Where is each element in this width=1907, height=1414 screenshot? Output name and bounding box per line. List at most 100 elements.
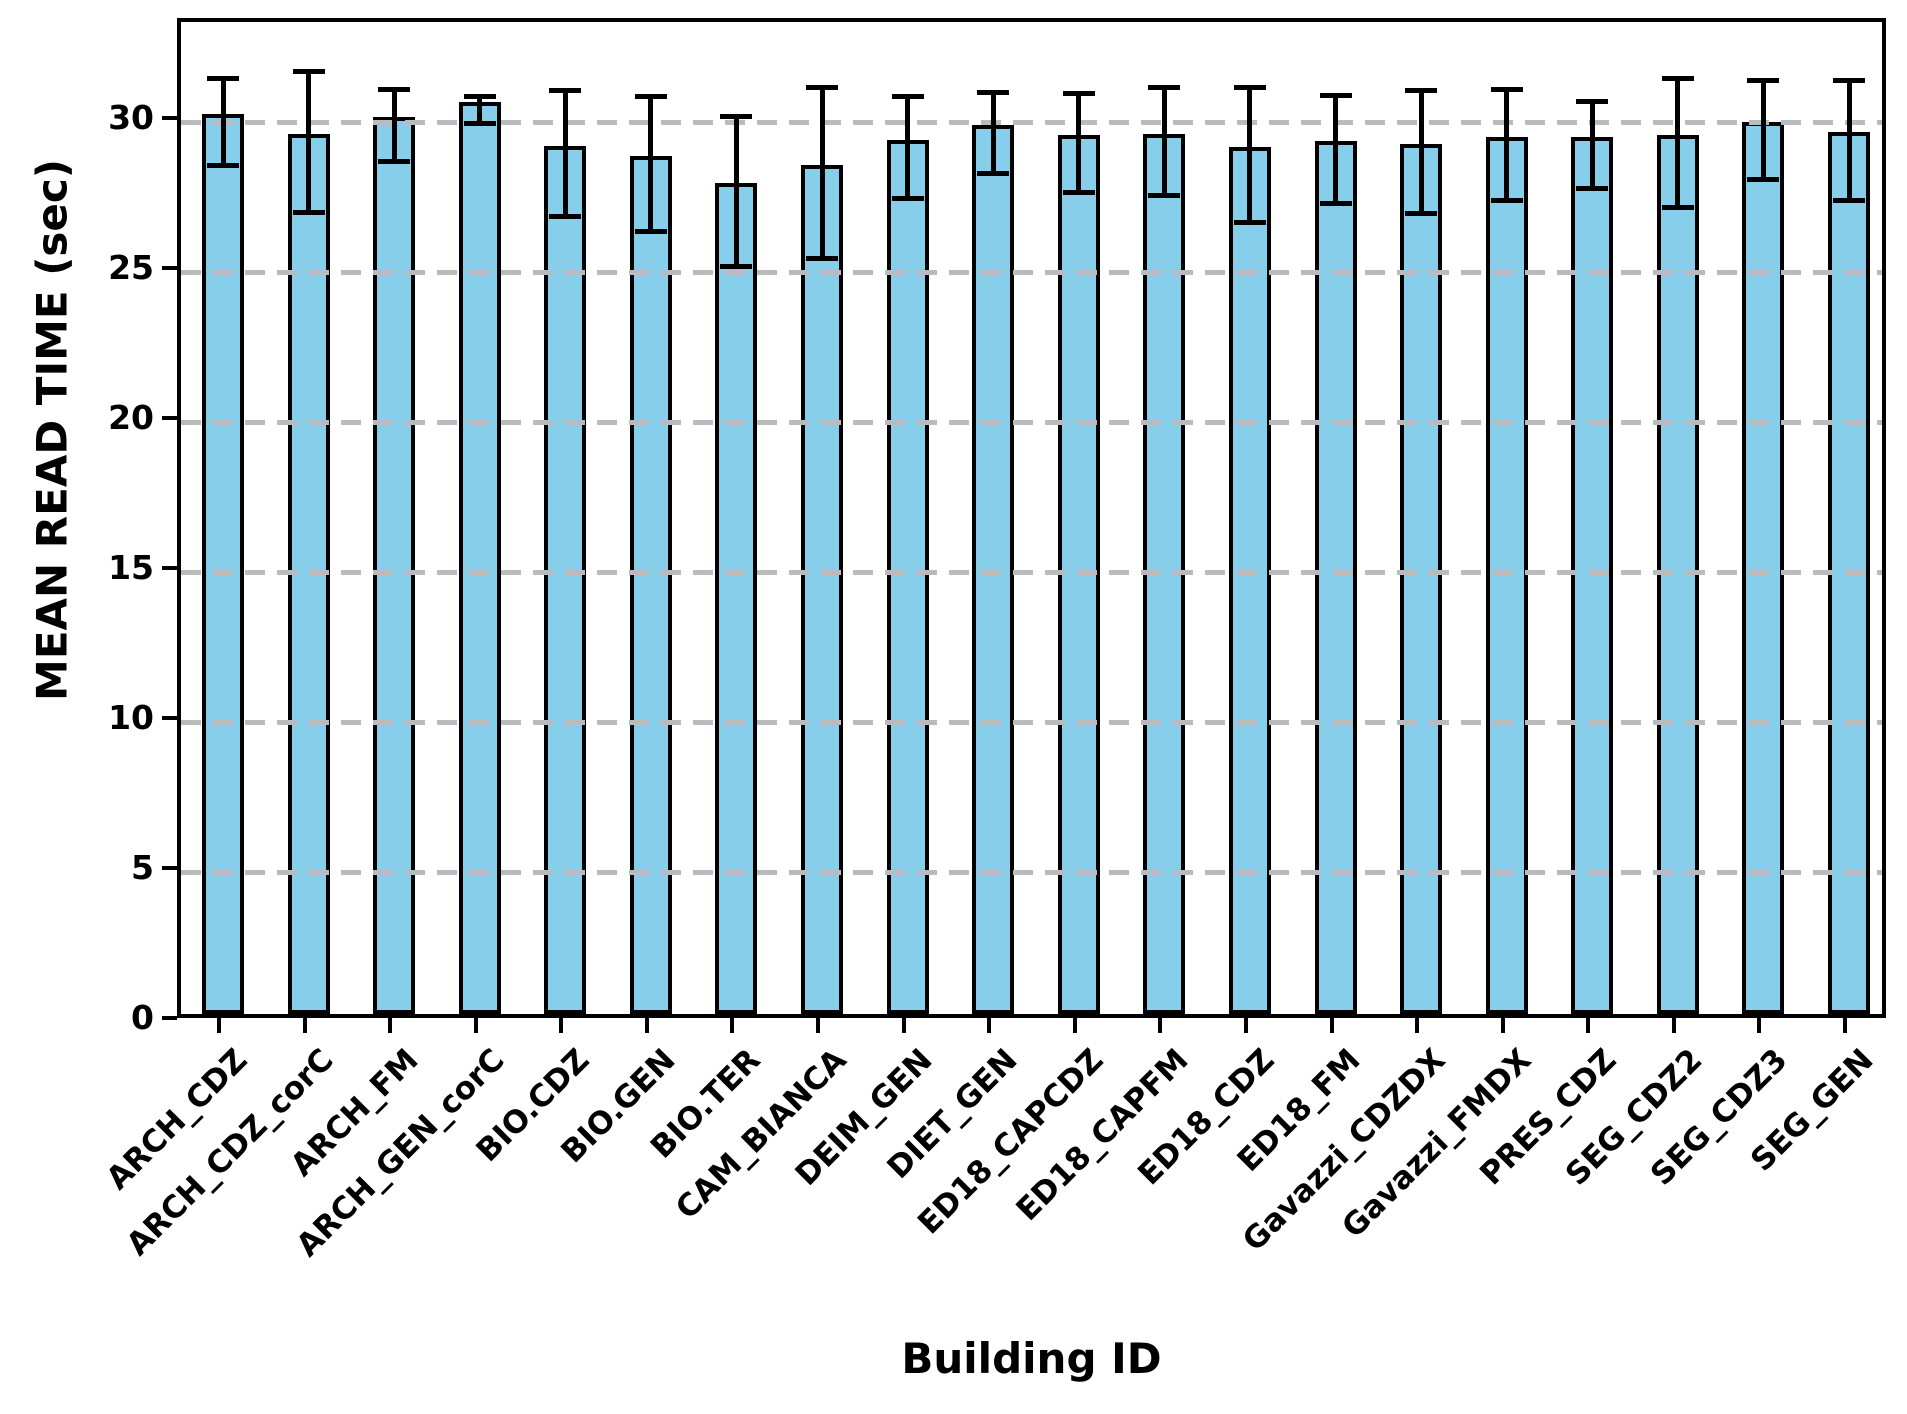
bar-ED18_FM: [1314, 141, 1357, 1014]
error-bar-ED18_FM: [1333, 95, 1339, 204]
x-tick-ARCH_GEN_corC: [473, 1018, 478, 1033]
error-cap-bottom-CAM_BIANCA: [806, 256, 839, 262]
x-axis-label: Building ID: [901, 1334, 1162, 1383]
x-tick-ARCH_CDZ_corC: [302, 1018, 307, 1033]
y-tick-25: [162, 266, 177, 271]
bar-ARCH_CDZ: [202, 114, 244, 1014]
gridline-y5: [181, 869, 1882, 875]
x-tick-SEG_CDZ2: [1671, 1018, 1676, 1033]
error-cap-top-BIO.TER: [720, 113, 753, 119]
error-cap-top-BIO.GEN: [634, 94, 667, 100]
error-cap-bottom-BIO.GEN: [634, 229, 667, 235]
error-cap-top-ED18_CDZ: [1233, 85, 1266, 91]
error-cap-top-ED18_CAPFM: [1148, 85, 1181, 91]
gridline-y25: [181, 269, 1882, 275]
error-bar-ED18_CAPCDZ: [1076, 93, 1082, 193]
error-cap-top-ARCH_CDZ: [207, 76, 239, 82]
error-cap-top-ED18_CAPCDZ: [1062, 91, 1095, 97]
bar-ARCH_GEN_corC: [458, 102, 501, 1014]
error-cap-bottom-ED18_CAPFM: [1148, 193, 1181, 199]
x-tick-PRES_CDZ: [1586, 1018, 1591, 1033]
y-tick-5: [162, 866, 177, 871]
error-cap-bottom-PRES_CDZ: [1576, 185, 1609, 191]
error-bar-CAM_BIANCA: [819, 87, 825, 259]
x-tick-BIO.CDZ: [559, 1018, 564, 1033]
x-tick-DEIM_GEN: [901, 1018, 906, 1033]
error-cap-bottom-ARCH_CDZ_corC: [292, 209, 325, 215]
error-cap-bottom-ARCH_FM: [378, 158, 411, 164]
x-tick-SEG_CDZ3: [1757, 1018, 1762, 1033]
y-tick-label-5: 5: [131, 848, 154, 888]
bar-PRES_CDZ: [1571, 136, 1614, 1014]
x-tick-ED18_CAPFM: [1158, 1018, 1163, 1033]
x-tick-DIET_GEN: [987, 1018, 992, 1033]
y-tick-label-30: 30: [108, 98, 154, 138]
error-cap-top-Gavazzi_CDZDX: [1405, 88, 1438, 94]
plot-area: [177, 18, 1886, 1018]
y-tick-label-15: 15: [108, 548, 154, 588]
error-bar-BIO.CDZ: [562, 90, 568, 217]
y-tick-30: [162, 116, 177, 121]
x-tick-CAM_BIANCA: [816, 1018, 821, 1033]
gridline-y30: [181, 119, 1882, 125]
error-bar-DEIM_GEN: [905, 96, 911, 199]
error-cap-top-ARCH_FM: [378, 86, 411, 92]
error-cap-top-DEIM_GEN: [891, 94, 924, 100]
bar-Gavazzi_CDZDX: [1400, 144, 1443, 1014]
bar-BIO.GEN: [629, 156, 672, 1014]
gridline-y10: [181, 719, 1882, 725]
y-tick-label-25: 25: [108, 248, 154, 288]
bar-SEG_CDZ2: [1656, 135, 1699, 1014]
error-cap-top-ARCH_CDZ_corC: [292, 68, 325, 74]
bar-DEIM_GEN: [886, 139, 929, 1014]
error-bar-BIO.TER: [733, 116, 739, 267]
error-cap-bottom-BIO.CDZ: [549, 214, 582, 220]
error-cap-bottom-ARCH_CDZ: [207, 163, 239, 169]
x-tick-BIO.GEN: [644, 1018, 649, 1033]
gridline-y20: [181, 419, 1882, 425]
error-bar-ED18_CDZ: [1247, 87, 1253, 223]
bar-ARCH_FM: [373, 117, 416, 1014]
error-cap-bottom-BIO.TER: [720, 263, 753, 269]
error-bar-ARCH_CDZ: [220, 78, 226, 166]
error-cap-bottom-ED18_CAPCDZ: [1062, 190, 1095, 196]
error-cap-top-ARCH_GEN_corC: [463, 94, 496, 100]
error-bar-SEG_CDZ3: [1760, 80, 1766, 180]
error-cap-top-Gavazzi_FMDX: [1490, 86, 1523, 92]
error-bar-SEG_CDZ2: [1675, 78, 1681, 208]
x-tick-ED18_CAPCDZ: [1072, 1018, 1077, 1033]
error-cap-bottom-SEG_GEN: [1833, 197, 1866, 203]
error-bar-Gavazzi_CDZDX: [1418, 90, 1424, 214]
error-cap-bottom-ED18_CDZ: [1233, 220, 1266, 226]
bar-Gavazzi_FMDX: [1485, 136, 1528, 1014]
error-cap-top-SEG_GEN: [1833, 77, 1866, 83]
bar-ED18_CDZ: [1228, 147, 1271, 1014]
error-cap-bottom-ARCH_GEN_corC: [463, 121, 496, 127]
error-cap-bottom-SEG_CDZ3: [1747, 176, 1780, 182]
x-tick-Gavazzi_CDZDX: [1415, 1018, 1420, 1033]
y-tick-20: [162, 416, 177, 421]
error-bar-ARCH_FM: [391, 89, 397, 162]
y-tick-label-10: 10: [108, 698, 154, 738]
bar-ED18_CAPCDZ: [1057, 135, 1100, 1014]
gridline-y15: [181, 569, 1882, 575]
x-tick-ARCH_CDZ: [217, 1018, 221, 1033]
bar-BIO.CDZ: [544, 145, 587, 1014]
error-bar-DIET_GEN: [990, 92, 996, 174]
x-tick-ARCH_FM: [388, 1018, 393, 1033]
error-cap-top-ED18_FM: [1319, 92, 1352, 98]
y-tick-label-20: 20: [108, 398, 154, 438]
x-tick-Gavazzi_FMDX: [1500, 1018, 1505, 1033]
error-bar-ED18_CAPFM: [1161, 87, 1167, 196]
error-bar-PRES_CDZ: [1589, 101, 1595, 189]
bar-BIO.TER: [715, 183, 758, 1014]
error-bar-SEG_GEN: [1846, 80, 1852, 201]
error-cap-bottom-Gavazzi_CDZDX: [1405, 211, 1438, 217]
error-cap-top-CAM_BIANCA: [806, 85, 839, 91]
y-tick-0: [162, 1016, 177, 1020]
error-cap-top-BIO.CDZ: [549, 88, 582, 94]
error-cap-bottom-SEG_CDZ2: [1661, 205, 1694, 211]
y-tick-15: [162, 566, 177, 571]
error-cap-bottom-ED18_FM: [1319, 200, 1352, 206]
